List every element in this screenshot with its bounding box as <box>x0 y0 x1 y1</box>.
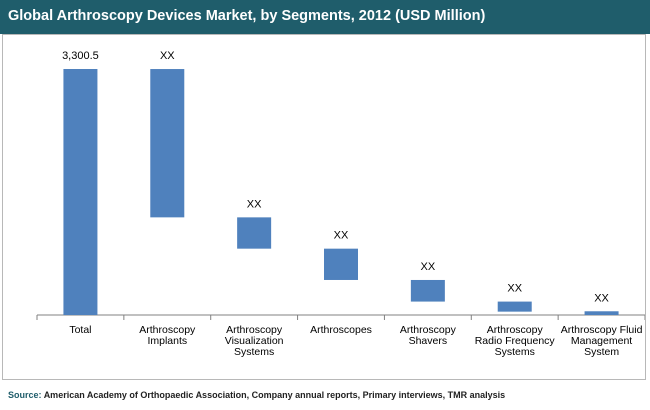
bar-6 <box>584 311 619 315</box>
category-label-0: Total <box>69 324 91 336</box>
data-label-0: 3,300.5 <box>62 50 99 62</box>
category-label-5: Radio Frequency <box>475 335 556 347</box>
category-label-6: Management <box>571 335 632 347</box>
category-label-2: Arthroscopy <box>226 324 283 336</box>
bar-0 <box>63 69 98 315</box>
source-note: Source: American Academy of Orthopaedic … <box>8 390 505 400</box>
category-label-4: Arthroscopy <box>400 324 457 336</box>
waterfall-chart: 3,300.5TotalXXArthroscopyImplantsXXArthr… <box>36 50 645 358</box>
bar-4 <box>410 279 445 302</box>
data-label-1: XX <box>160 50 175 62</box>
data-label-4: XX <box>421 261 436 273</box>
data-label-6: XX <box>594 292 609 304</box>
category-label-3: Arthroscopes <box>310 324 372 336</box>
data-label-2: XX <box>247 198 262 210</box>
source-text: American Academy of Orthopaedic Associat… <box>43 390 506 400</box>
source-label: Source: <box>8 390 42 400</box>
chart-frame: 3,300.5 Total XX Arthroscopy Implants XX Arthr… <box>2 34 646 380</box>
bar-2 <box>237 217 272 249</box>
category-label-2: Visualization <box>225 335 284 347</box>
category-label-5: Arthroscopy <box>487 324 544 336</box>
chart-title: Global Arthroscopy Devices Market, by Se… <box>8 8 486 24</box>
bar-5 <box>497 301 532 312</box>
data-label-5: XX <box>507 283 522 295</box>
category-label-6: Arthroscopy Fluid <box>561 324 643 336</box>
bar-1 <box>150 69 185 218</box>
category-label-2: Systems <box>234 346 274 358</box>
category-label-6: System <box>584 346 619 358</box>
data-label-3: XX <box>334 230 349 242</box>
category-label-5: Systems <box>495 346 535 358</box>
category-label-1: Implants <box>147 335 187 347</box>
title-bar: Global Arthroscopy Devices Market, by Se… <box>0 0 650 34</box>
category-label-1: Arthroscopy <box>139 324 196 336</box>
category-label-4: Shavers <box>409 335 448 347</box>
bar-3 <box>324 248 358 280</box>
